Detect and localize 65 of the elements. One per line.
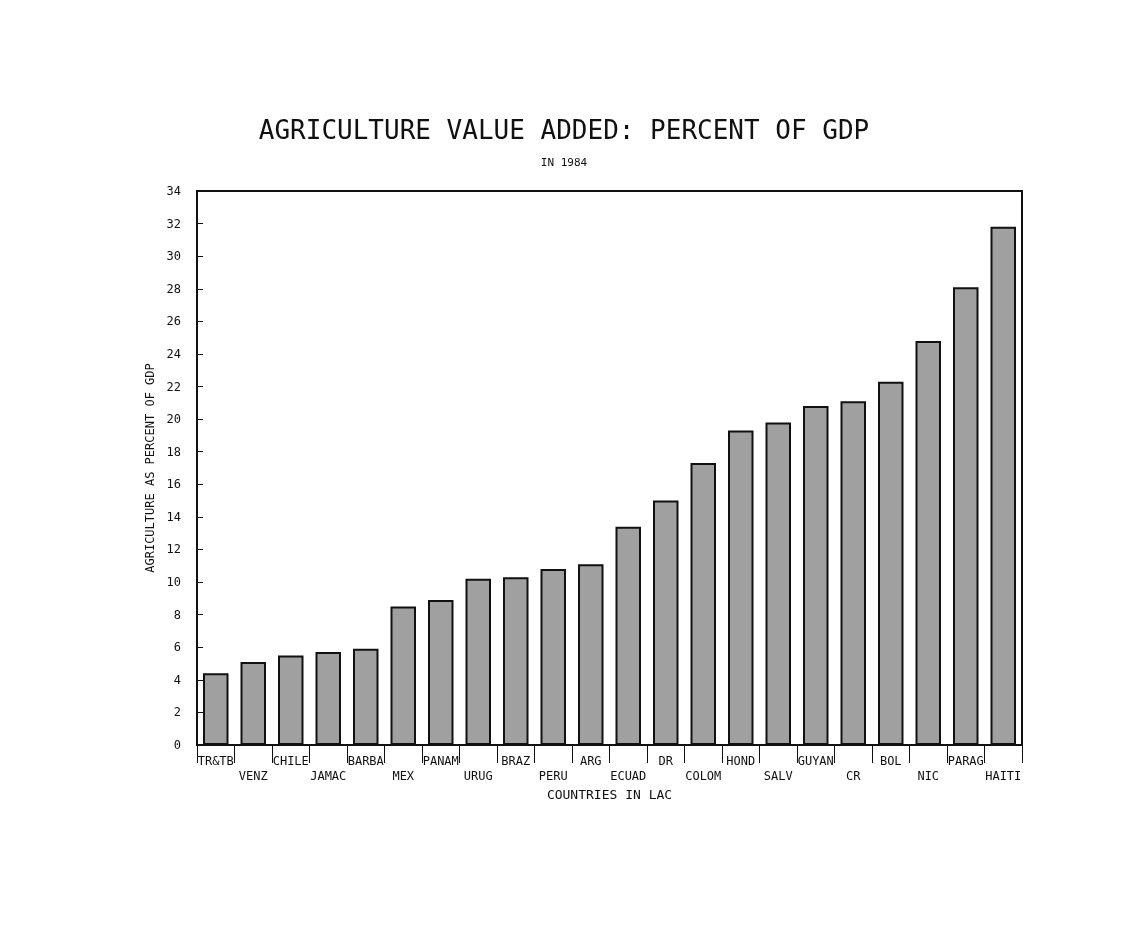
bar: [653, 500, 679, 745]
y-axis-title: AGRICULTURE AS PERCENT OF GDP: [142, 363, 157, 573]
x-tick-label: VENZ: [238, 768, 268, 783]
y-tick-label: 30: [166, 249, 181, 264]
bar: [578, 564, 604, 745]
y-tick-label: 16: [166, 477, 181, 492]
x-tick-label: MEX: [392, 768, 415, 783]
y-tick-label: 4: [173, 672, 181, 687]
x-tick-label: DR: [658, 753, 674, 768]
chart-title: AGRICULTURE VALUE ADDED: PERCENT OF GDP: [258, 115, 870, 145]
chart-subtitle: IN 1984: [540, 156, 588, 169]
bar: [503, 577, 529, 745]
x-tick-label: ECUAD: [610, 768, 647, 783]
bar: [878, 381, 904, 745]
bar: [540, 569, 566, 745]
y-tick-label: 20: [166, 412, 181, 427]
bar: [840, 401, 866, 745]
bar: [765, 422, 791, 745]
bar: [728, 430, 754, 745]
y-tick-label: 14: [166, 509, 181, 524]
y-tick-label: 12: [166, 542, 181, 557]
y-tick-label: 22: [166, 379, 181, 394]
x-tick-label: COLOM: [685, 768, 722, 783]
x-tick-label: URUG: [463, 768, 493, 783]
x-tick-label: BARBA: [347, 753, 385, 768]
y-tick-label: 26: [166, 314, 181, 329]
y-tick-label: 18: [166, 444, 181, 459]
bar: [803, 406, 829, 745]
y-tick-label: 6: [173, 640, 181, 655]
bar: [990, 226, 1016, 745]
bar: [278, 655, 304, 745]
bar: [915, 340, 941, 745]
bar: [615, 526, 641, 745]
x-tick-label: PARAG: [947, 753, 984, 768]
bar: [690, 463, 716, 745]
y-tick-label: 32: [166, 216, 181, 231]
x-tick-label: GUYAN: [797, 753, 834, 768]
bar: [428, 599, 454, 745]
y-tick-label: 28: [166, 281, 181, 296]
x-tick-label: NIC: [917, 768, 940, 783]
x-tick-label: HOND: [726, 753, 756, 768]
bar: [240, 661, 266, 745]
x-axis-title: COUNTRIES IN LAC: [546, 786, 673, 802]
y-tick-label: 10: [166, 575, 181, 590]
x-tick-label: CR: [846, 768, 862, 783]
x-tick-label: HAITI: [985, 768, 1022, 783]
x-tick-label: BRAZ: [501, 753, 531, 768]
bar: [390, 606, 416, 745]
y-tick-label: 8: [173, 607, 181, 622]
x-tick-label: JAMAC: [310, 768, 347, 783]
y-tick-label: 24: [166, 346, 181, 361]
bar: [353, 648, 379, 745]
y-tick-label: 2: [173, 705, 181, 720]
x-tick-label: SALV: [763, 768, 793, 783]
x-tick-label: TR&TB: [197, 753, 234, 768]
x-tick-label: PANAM: [422, 753, 459, 768]
y-tick-label: 0: [173, 738, 181, 752]
x-tick-label: ARG: [579, 753, 602, 768]
x-tick-label: CHILE: [272, 753, 309, 768]
bar: [315, 652, 341, 745]
bar: [465, 578, 491, 745]
y-tick-label: 34: [166, 184, 181, 198]
x-tick-label: PERU: [538, 768, 568, 783]
x-tick-label: BOL: [879, 753, 902, 768]
bar: [953, 287, 979, 745]
